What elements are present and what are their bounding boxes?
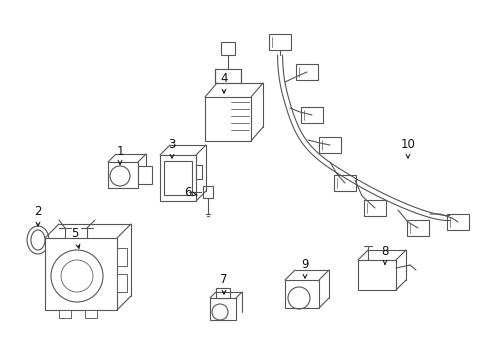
Bar bbox=[164, 161, 192, 195]
Bar bbox=[108, 162, 138, 188]
Text: 7: 7 bbox=[220, 273, 228, 294]
Bar bbox=[205, 97, 251, 141]
Bar bbox=[59, 310, 71, 318]
Text: 8: 8 bbox=[381, 245, 389, 264]
Bar bbox=[160, 155, 196, 201]
Text: 2: 2 bbox=[34, 205, 42, 226]
Bar bbox=[296, 64, 318, 80]
Bar bbox=[364, 200, 386, 216]
Text: 6: 6 bbox=[184, 186, 197, 199]
Bar bbox=[301, 107, 323, 123]
Bar bbox=[285, 280, 319, 308]
Bar bbox=[216, 288, 230, 298]
Text: 5: 5 bbox=[72, 227, 80, 248]
Text: 9: 9 bbox=[301, 258, 309, 278]
Bar bbox=[319, 137, 341, 153]
Bar bbox=[447, 214, 469, 230]
Text: 1: 1 bbox=[116, 145, 124, 164]
Bar bbox=[117, 274, 127, 292]
Text: 3: 3 bbox=[168, 138, 176, 158]
Bar bbox=[138, 166, 152, 184]
Bar bbox=[196, 165, 202, 179]
Bar bbox=[269, 34, 291, 50]
Bar bbox=[358, 260, 396, 290]
Bar bbox=[221, 42, 235, 55]
Text: 10: 10 bbox=[400, 138, 416, 158]
Bar bbox=[334, 175, 356, 191]
Bar bbox=[215, 69, 241, 83]
Text: 4: 4 bbox=[220, 72, 228, 93]
Bar bbox=[85, 310, 97, 318]
Bar bbox=[45, 238, 117, 310]
Bar bbox=[407, 220, 429, 236]
Bar bbox=[203, 186, 213, 198]
Bar bbox=[117, 248, 127, 266]
Bar bbox=[210, 298, 236, 320]
